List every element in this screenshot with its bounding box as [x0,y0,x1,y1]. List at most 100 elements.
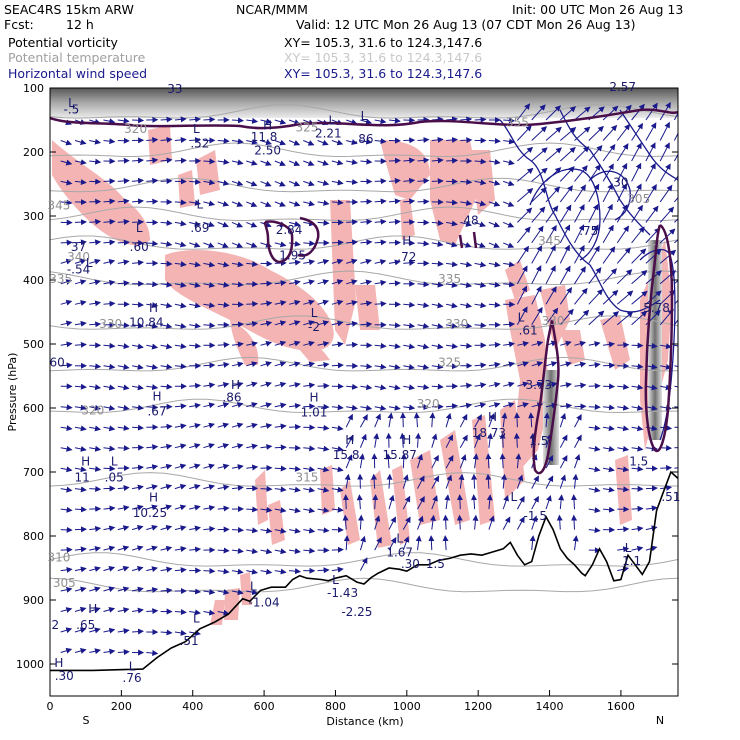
wind-arrow [570,494,577,510]
wind-arrow [574,165,588,182]
wind-arrow [132,384,144,391]
wind-arrow [545,307,559,326]
pv-contour [472,231,478,249]
y-tick-label: 700 [23,466,44,479]
wind-arrow [588,466,601,473]
wind-arrow [60,425,73,432]
wind-arrow [74,279,87,286]
wind-arrow [545,244,556,264]
wind-arrow [503,117,516,124]
wind-arrow [603,362,616,369]
wind-arrow [631,404,644,411]
wind-arrow [288,119,301,125]
wind-arrow [331,362,344,369]
wind-arrow [103,363,116,370]
wind-arrow [217,422,230,429]
wind-arrow [146,322,159,329]
wind-arrow [174,609,187,615]
wind-arrow [103,218,116,225]
wind-arrow [446,116,458,123]
wind-arrow [331,486,344,493]
wind-arrow [331,546,344,553]
theta-label: 325 [438,355,461,369]
wind-arrow [631,525,644,532]
theta-contour [50,142,678,158]
wind-arrow [445,241,458,248]
wind-arrow [103,425,116,432]
wind-arrow [174,629,187,636]
y-tick-label: 800 [23,530,44,543]
wind-arrow [160,463,173,470]
wind-arrow [160,566,173,573]
wind-arrow [574,287,588,305]
wind-arrow [531,381,544,388]
wind-arrow [458,473,465,489]
wind-arrow [289,423,302,430]
wind-arrow [431,157,444,164]
wind-arrow [572,535,579,551]
wind-arrow [274,139,287,146]
wind-arrow [516,516,525,530]
wind-arrow [360,384,373,391]
wind-arrow [117,586,130,593]
wind-arrow [346,239,359,246]
wind-arrow [60,179,73,186]
wind-arrow [631,445,644,452]
wind-arrow [217,484,230,491]
field-theta-name: Potential temperature [8,50,146,65]
wind-arrow [545,265,556,285]
wind-arrow [246,320,259,327]
wind-arrow [117,425,130,431]
wind-arrow [160,157,173,164]
wind-arrow [89,239,102,246]
wind-arrow [160,323,173,329]
wind-arrow [531,167,548,182]
wind-arrow [189,137,202,144]
theta-label: 320 [124,122,147,136]
pv-label: .05 [105,471,124,485]
pv-label: H [402,234,411,248]
wind-arrow [631,226,645,244]
wind-arrow [359,557,368,571]
wind-arrow [417,343,430,350]
wind-arrow [374,536,382,551]
wind-arrow [89,321,102,328]
wind-arrow [360,239,373,246]
init-time: Init: 00 UTC Mon 26 Aug 13 [512,2,684,17]
wind-arrow [488,381,501,388]
x-tick-label: 400 [182,700,203,713]
wind-arrow [260,361,272,367]
wind-arrow [545,147,562,162]
wind-arrow [331,179,344,186]
wind-arrow [346,219,359,226]
wind-arrow [131,525,144,531]
wind-arrow [374,138,387,145]
x-tick-label: 1000 [393,700,421,713]
pv-label: .76 [123,671,142,685]
wind-arrow [203,443,215,449]
pv-label: L [111,455,118,469]
wind-arrow [246,138,258,145]
wind-arrow [89,279,101,286]
wind-arrow [674,218,678,223]
wind-arrow [431,363,444,370]
wind-arrow [374,515,381,530]
wind-arrow [246,201,258,208]
pv-label: L [250,579,257,593]
wind-arrow [160,116,173,123]
plot-frame [49,87,679,697]
wind-arrow [444,494,451,510]
wind-arrow [616,247,631,264]
pv-label: L [68,96,75,110]
wind-arrow [499,453,506,469]
pv-label: 18.73 [472,426,506,440]
wind-arrow [503,159,515,166]
wind-arrow [503,221,515,228]
wind-arrow [360,321,373,328]
wind-arrow [431,343,444,350]
wind-arrow [303,527,316,534]
org-name: NCAR/MMM [236,2,308,17]
wind-arrow [617,425,630,432]
wind-arrow [372,494,379,510]
wind-arrow [203,179,216,186]
